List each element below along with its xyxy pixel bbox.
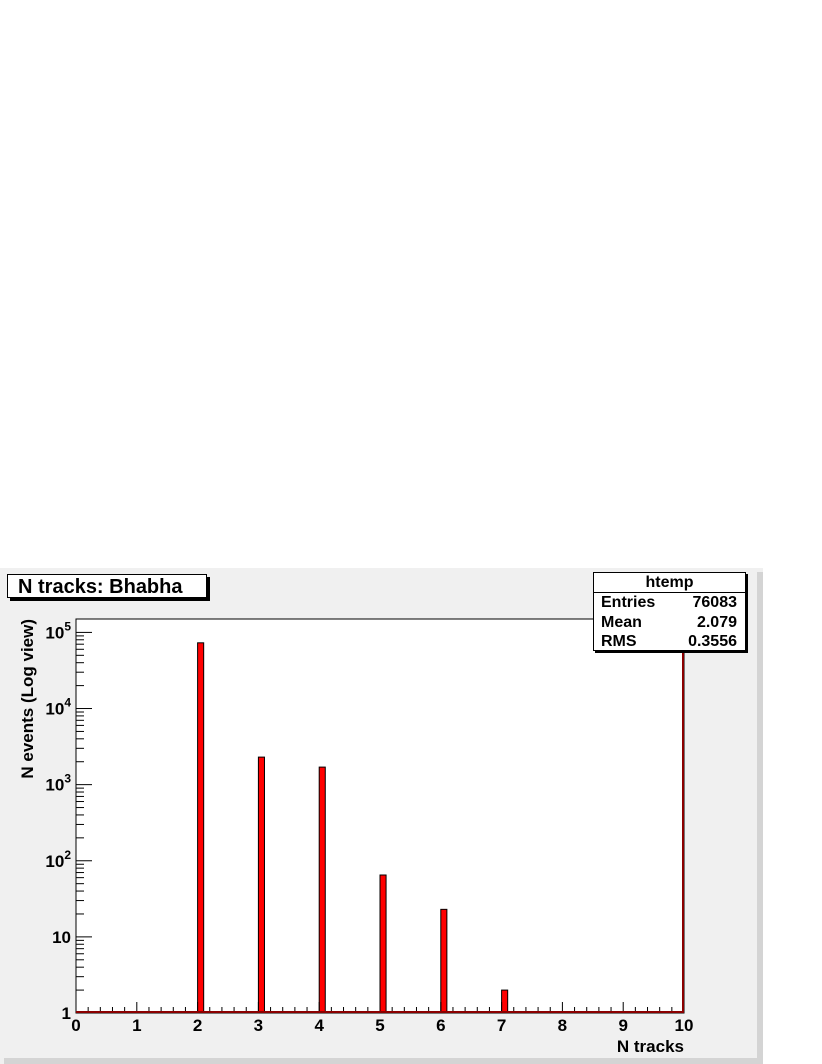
y-tick-base: 10 bbox=[45, 623, 64, 642]
x-tick-label: 4 bbox=[314, 1016, 324, 1035]
y-tick-exponent: 4 bbox=[64, 696, 71, 710]
x-tick-label: 10 bbox=[675, 1016, 694, 1035]
y-tick-label: 10 bbox=[52, 928, 71, 947]
x-tick-label: 5 bbox=[375, 1016, 384, 1035]
x-tick-label: 7 bbox=[497, 1016, 506, 1035]
y-tick-label: 102 bbox=[45, 848, 71, 871]
histogram-bar bbox=[440, 908, 448, 1014]
stats-row-mean: Mean 2.079 bbox=[594, 613, 745, 633]
stats-box: htemp Entries 76083 Mean 2.079 RMS 0.355… bbox=[593, 572, 746, 651]
y-tick-base: 10 bbox=[52, 928, 71, 947]
chart-title: N tracks: Bhabha bbox=[7, 574, 207, 598]
y-tick-base: 1 bbox=[62, 1004, 71, 1023]
x-tick-label: 8 bbox=[558, 1016, 567, 1035]
x-axis-ticks: 0 1 2 3 4 5 6 7 8 9 10 bbox=[71, 1002, 693, 1035]
stats-label: RMS bbox=[601, 633, 637, 650]
y-tick-exponent: 2 bbox=[64, 848, 71, 862]
canvas-shadow-bottom bbox=[4, 1058, 763, 1064]
x-tick-label: 6 bbox=[436, 1016, 445, 1035]
histogram-bar bbox=[501, 989, 509, 1014]
y-tick-base: 10 bbox=[45, 700, 64, 719]
histogram-bar bbox=[379, 874, 387, 1014]
stats-value: 0.3556 bbox=[688, 633, 737, 650]
y-tick-label: 103 bbox=[45, 772, 71, 795]
histogram-bar bbox=[257, 756, 265, 1014]
x-tick-label: 9 bbox=[618, 1016, 627, 1035]
stats-value: 2.079 bbox=[696, 613, 737, 631]
canvas-shadow-right bbox=[757, 572, 763, 1064]
stats-label: Mean bbox=[601, 613, 642, 631]
histogram-bar bbox=[318, 766, 326, 1014]
y-tick-exponent: 3 bbox=[64, 772, 71, 786]
x-tick-label: 1 bbox=[132, 1016, 141, 1035]
y-tick-label: 105 bbox=[45, 619, 71, 642]
y-tick-label: 1 bbox=[62, 1004, 71, 1023]
chart-title-text: N tracks: Bhabha bbox=[18, 576, 183, 598]
y-tick-base: 10 bbox=[45, 776, 64, 795]
stats-row-entries: Entries 76083 bbox=[594, 593, 745, 613]
x-tick-label: 3 bbox=[254, 1016, 263, 1035]
stats-row-rms: RMS 0.3556 bbox=[594, 632, 745, 652]
y-tick-label: 104 bbox=[45, 696, 71, 719]
x-tick-label: 2 bbox=[193, 1016, 202, 1035]
stats-value: 76083 bbox=[692, 594, 738, 611]
y-tick-base: 10 bbox=[45, 852, 64, 871]
y-tick-exponent: 5 bbox=[64, 619, 71, 633]
y-axis-title: N events (Log view) bbox=[18, 619, 37, 779]
stats-label: Entries bbox=[601, 594, 656, 611]
stats-title: htemp bbox=[594, 573, 745, 593]
x-tick-label: 0 bbox=[71, 1016, 80, 1035]
x-axis-title: N tracks bbox=[617, 1037, 684, 1056]
histogram-bar bbox=[197, 642, 205, 1014]
